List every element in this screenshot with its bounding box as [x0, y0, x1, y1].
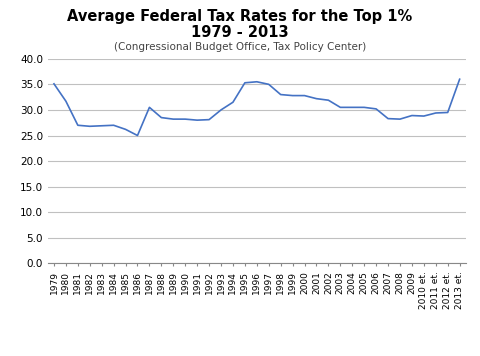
- Text: Average Federal Tax Rates for the Top 1%: Average Federal Tax Rates for the Top 1%: [67, 9, 413, 24]
- Title: Average Federal Tax Rates for the Top 1%
1979 - 2013
(Congressional Budget Offic: Average Federal Tax Rates for the Top 1%…: [0, 355, 1, 356]
- Text: 1979 - 2013: 1979 - 2013: [191, 25, 289, 40]
- Text: (Congressional Budget Office, Tax Policy Center): (Congressional Budget Office, Tax Policy…: [114, 42, 366, 52]
